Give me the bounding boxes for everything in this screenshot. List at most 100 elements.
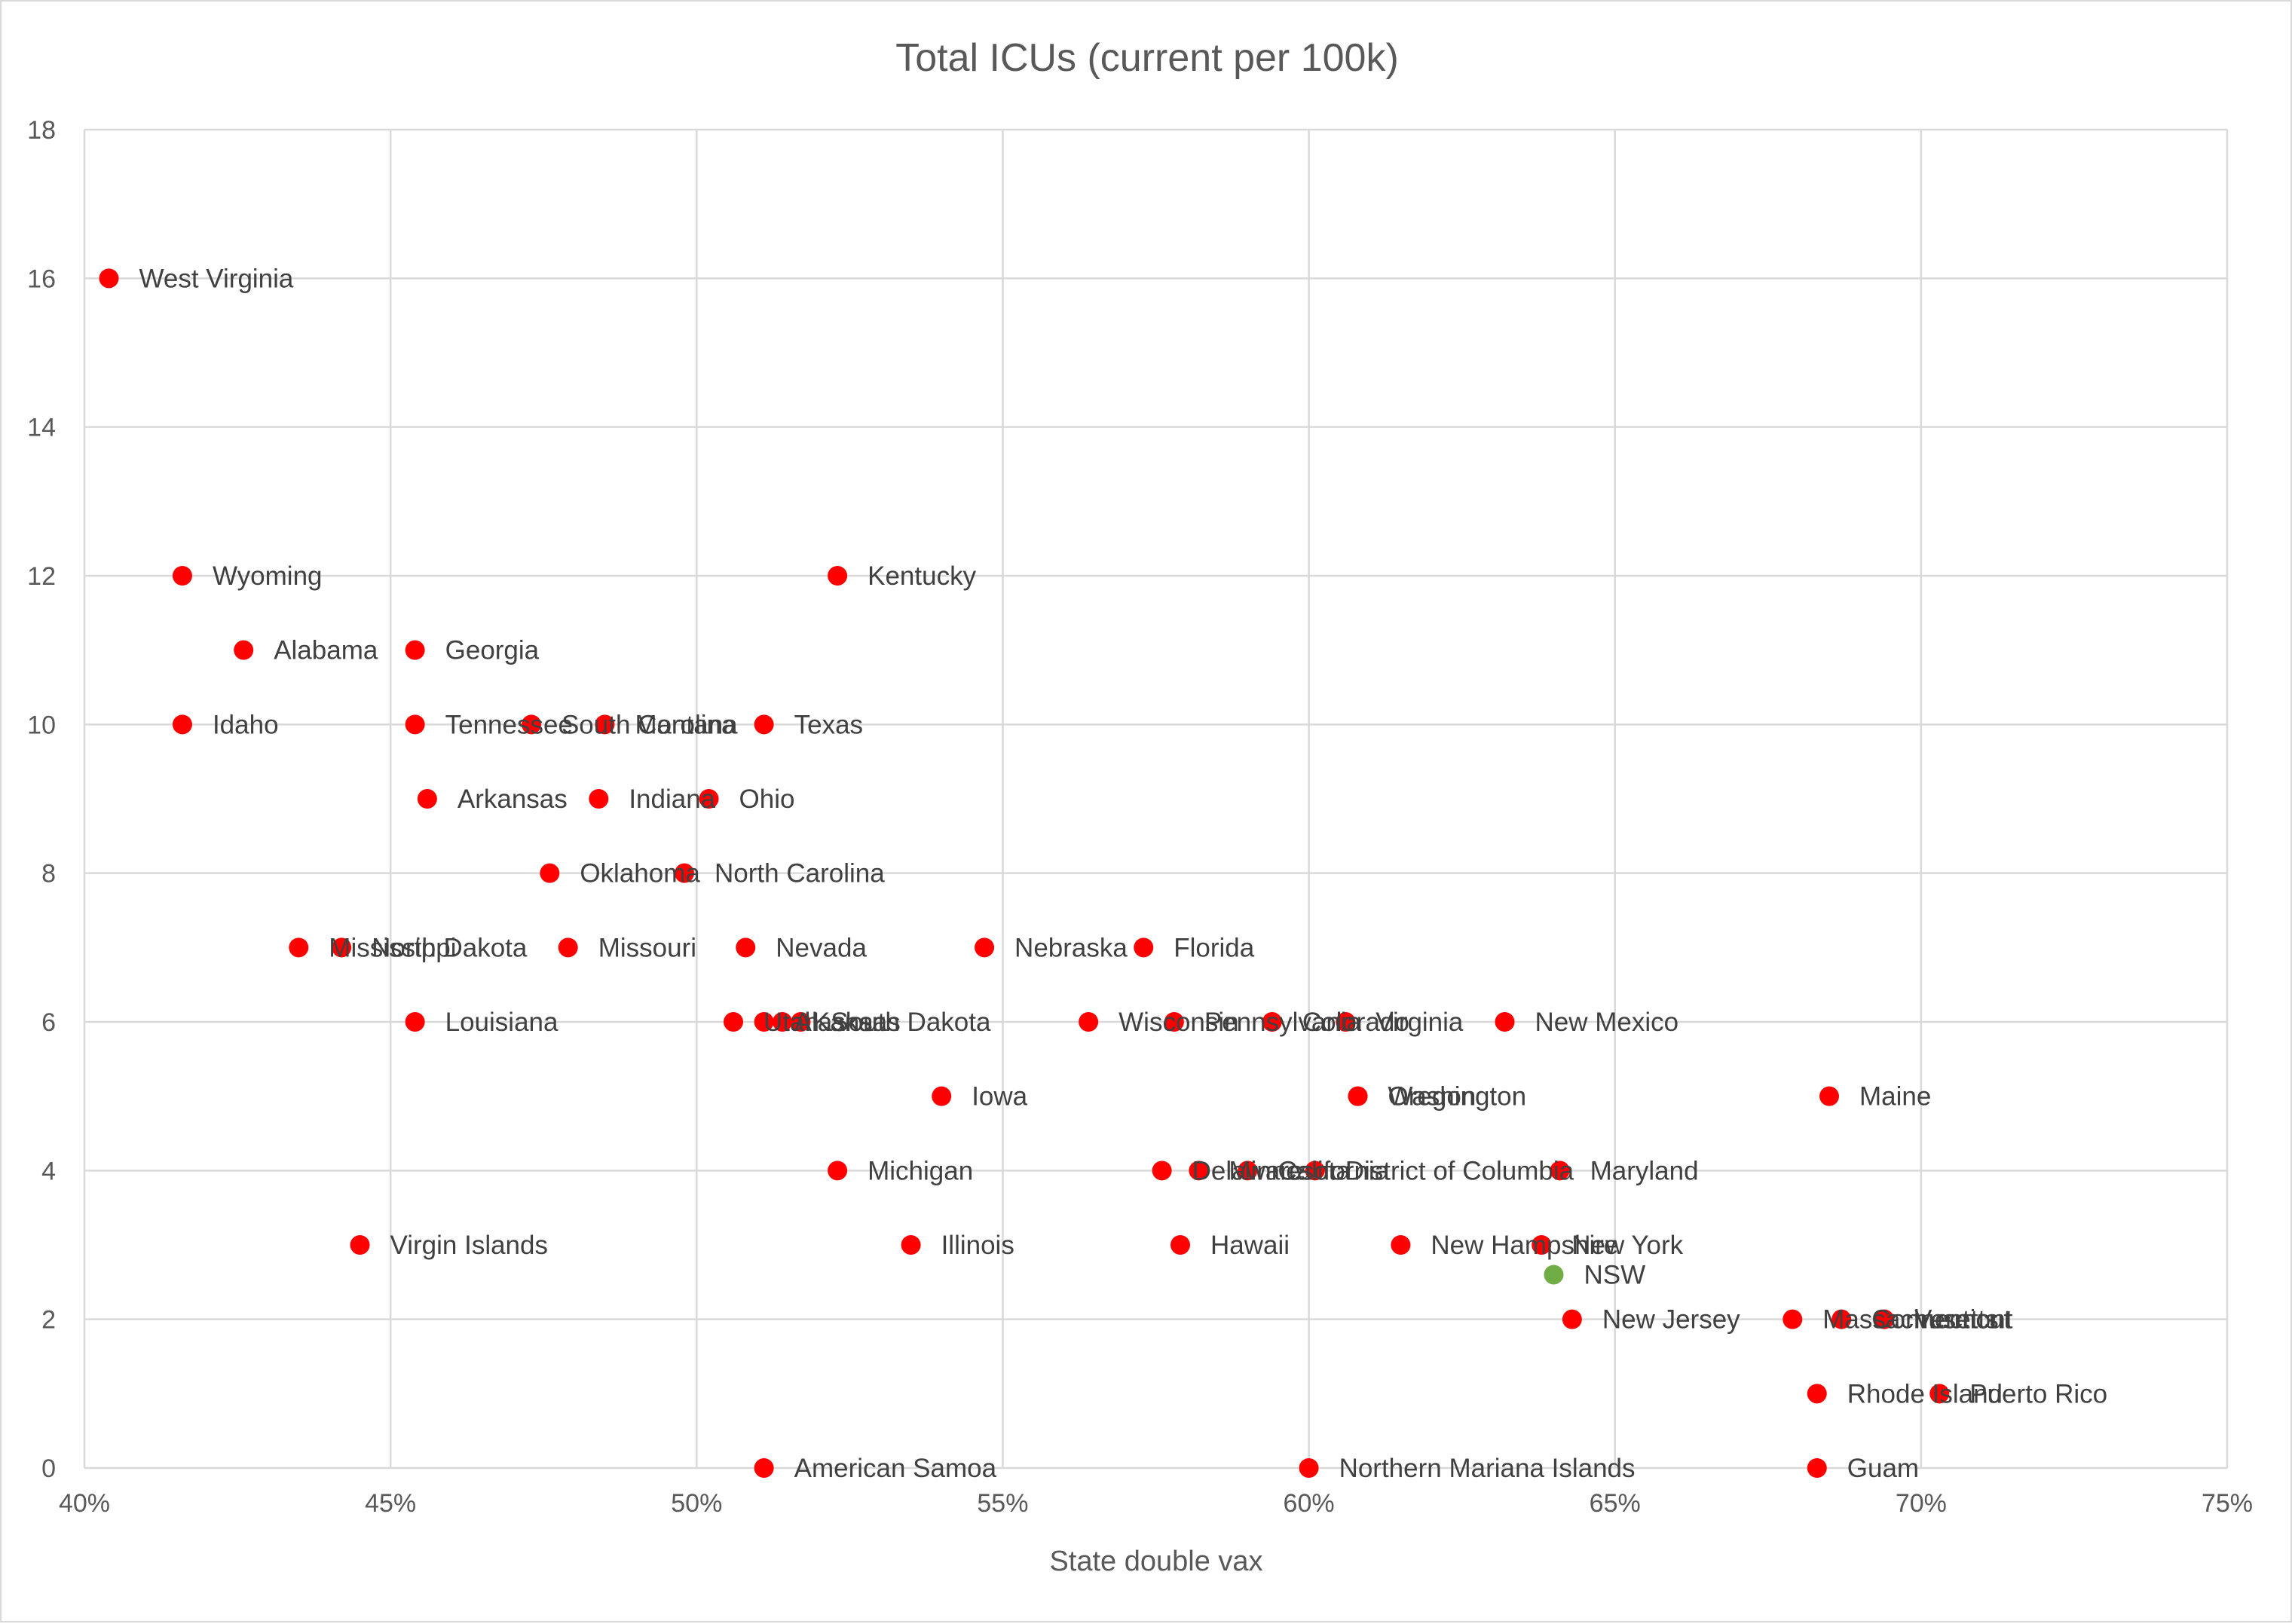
x-tick-label: 75% — [2202, 1489, 2253, 1518]
data-label: South Dakota — [831, 1008, 991, 1037]
data-label: Delaware — [1192, 1156, 1304, 1185]
x-tick-label: 60% — [1284, 1489, 1335, 1518]
data-label: Maine — [1859, 1082, 1931, 1112]
data-label: New Jersey — [1602, 1305, 1740, 1335]
chart-title: Total ICUs (current per 100k) — [895, 36, 1399, 80]
y-tick-label: 0 — [41, 1454, 56, 1483]
data-label: Hawaii — [1210, 1231, 1290, 1260]
point-labels: West Virginia Wyoming Kentucky Alabama Georg… — [139, 264, 2107, 1483]
y-tick-label: 12 — [27, 562, 56, 591]
data-point — [1348, 1086, 1368, 1106]
data-point — [1305, 1161, 1325, 1181]
data-point — [828, 1161, 848, 1181]
data-point — [595, 714, 615, 735]
x-tick-label: 70% — [1896, 1489, 1947, 1518]
data-label: Nebraska — [1014, 933, 1128, 962]
data-point — [540, 863, 560, 883]
data-label: Montana — [635, 710, 738, 739]
data-label: Louisiana — [445, 1008, 558, 1037]
y-tick-label: 6 — [41, 1008, 56, 1037]
data-label: Michigan — [868, 1156, 973, 1185]
data-point — [754, 714, 774, 735]
data-label: California — [1278, 1156, 1389, 1185]
data-point — [558, 937, 578, 958]
data-point — [350, 1235, 370, 1255]
x-tick-label: 40% — [59, 1489, 110, 1518]
data-point — [1532, 1235, 1552, 1255]
data-label: Minnesota — [1229, 1156, 1351, 1185]
data-label: Wyoming — [213, 561, 323, 591]
y-tick-label: 2 — [41, 1306, 56, 1335]
data-label: North Carolina — [715, 859, 885, 888]
data-point — [405, 714, 425, 735]
data-point — [754, 1012, 774, 1032]
data-point — [1152, 1161, 1172, 1181]
data-point — [1164, 1012, 1184, 1032]
x-tick-label: 50% — [671, 1489, 722, 1518]
data-label: NSW — [1584, 1260, 1645, 1289]
data-point — [1782, 1309, 1803, 1329]
data-point — [99, 268, 119, 289]
data-label: Maryland — [1590, 1156, 1699, 1185]
data-point — [332, 937, 352, 958]
data-label: Illinois — [941, 1231, 1014, 1260]
data-label: Rhode Island — [1847, 1379, 2003, 1408]
data-label: Alabama — [274, 636, 378, 665]
y-tick-label: 14 — [27, 414, 56, 442]
data-label: Guam — [1847, 1454, 1919, 1483]
x-tick-label: 55% — [977, 1489, 1028, 1518]
data-label: Mississippi — [329, 933, 456, 962]
data-label: District of Columbia — [1345, 1156, 1574, 1185]
data-label: New York — [1571, 1231, 1683, 1260]
data-label: Vermont — [1914, 1305, 2013, 1335]
data-point — [828, 566, 848, 586]
data-point — [417, 789, 437, 809]
data-label: Kansas — [812, 1008, 901, 1037]
data-label: West Virginia — [139, 264, 293, 293]
data-label: Puerto Rico — [1969, 1379, 2107, 1408]
data-label: Oregon — [1388, 1082, 1476, 1112]
data-label: Georgia — [445, 636, 540, 665]
data-point — [791, 1012, 811, 1032]
data-point — [1807, 1458, 1827, 1478]
x-tick-label: 65% — [1590, 1489, 1641, 1518]
data-label: Virgin Islands — [390, 1231, 548, 1260]
data-point — [1391, 1235, 1411, 1255]
data-point — [699, 789, 719, 809]
data-label: Massachusetts — [1822, 1305, 1998, 1335]
data-label: Nevada — [776, 933, 867, 962]
data-label: Kentucky — [868, 561, 976, 591]
y-tick-label: 10 — [27, 711, 56, 739]
data-label: Arkansas — [457, 784, 568, 814]
data-point — [234, 640, 254, 660]
data-point — [1929, 1384, 1950, 1404]
data-label: American Samoa — [794, 1454, 997, 1483]
data-point — [1238, 1161, 1258, 1181]
data-label: Washington — [1388, 1082, 1527, 1112]
y-tick-label: 16 — [27, 265, 56, 293]
data-label: Colorado — [1302, 1008, 1409, 1037]
data-label: Texas — [794, 710, 863, 739]
data-point — [405, 1012, 425, 1032]
data-point — [773, 1012, 793, 1032]
data-point — [1807, 1384, 1827, 1404]
x-tick-label: 45% — [365, 1489, 416, 1518]
data-label: Missouri — [598, 933, 696, 962]
data-point — [1170, 1235, 1190, 1255]
y-tick-label: 4 — [41, 1157, 56, 1185]
data-point — [1819, 1086, 1840, 1106]
data-label: Alaska — [794, 1008, 874, 1037]
data-point — [289, 937, 309, 958]
data-label: New Mexico — [1535, 1008, 1679, 1037]
data-point — [1544, 1265, 1564, 1285]
data-label: Florida — [1174, 933, 1255, 962]
data-point — [1831, 1309, 1852, 1329]
data-point — [1079, 1012, 1099, 1032]
data-label: Iowa — [972, 1082, 1027, 1112]
data-point — [724, 1012, 744, 1032]
data-point — [1495, 1012, 1515, 1032]
data-label: South Carolina — [562, 710, 736, 739]
data-label: Ohio — [739, 784, 795, 814]
data-point — [405, 640, 425, 660]
